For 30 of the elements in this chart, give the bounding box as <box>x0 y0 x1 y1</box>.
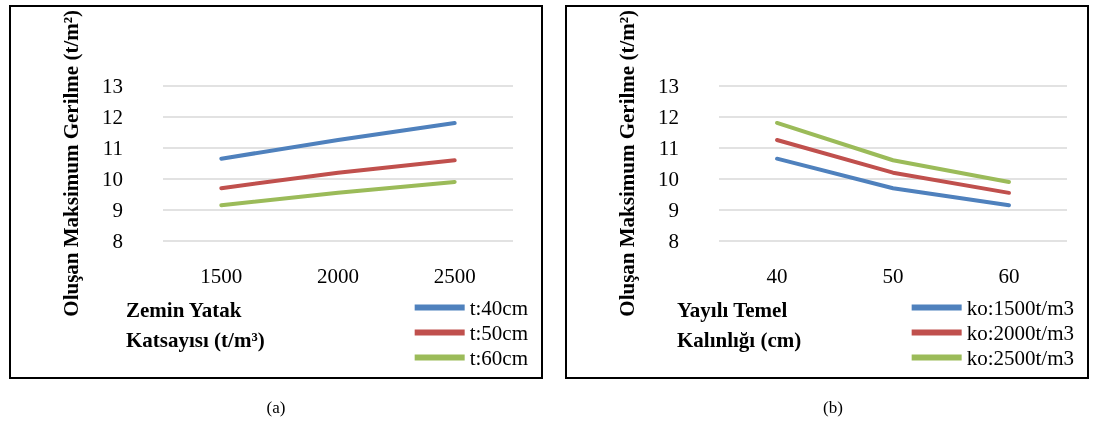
x-tick-label: 1500 <box>200 263 243 288</box>
y-tick-label: 9 <box>668 197 679 222</box>
x-tick-label: 40 <box>766 263 788 288</box>
legend-label: t:50cm <box>469 320 528 345</box>
y-axis-title: Oluşan Maksimum Gerilme (t/m²) <box>615 9 639 317</box>
legend-label: ko:1500t/m3 <box>966 295 1075 320</box>
y-tick-label: 8 <box>112 229 123 253</box>
y-axis-title: Oluşan Maksimum Gerilme (t/m²) <box>59 9 83 317</box>
y-tick-label: 10 <box>658 166 679 191</box>
x-tick-label: 2500 <box>433 263 476 288</box>
text: (a) <box>265 398 287 418</box>
y-tick-label: 12 <box>658 104 679 129</box>
x-axis-title: Yayılı Temel Kalınlığı (cm) <box>677 298 802 352</box>
y-tick-label: 8 <box>668 229 679 253</box>
legend-label: ko:2000t/m3 <box>966 320 1075 345</box>
x-tick-label: 50 <box>882 263 904 288</box>
legend-label: t:60cm <box>469 345 528 370</box>
x-tick-label: 60 <box>998 263 1020 288</box>
y-tick-label: 12 <box>102 104 123 129</box>
y-tick-label: 9 <box>112 197 123 222</box>
y-tick-label: 10 <box>102 166 123 191</box>
legend-label: t:40cm <box>469 295 528 320</box>
legend-label: ko:2500t/m3 <box>966 345 1075 370</box>
x-tick-label: 2000 <box>317 263 359 288</box>
y-tick-label: 11 <box>102 135 123 160</box>
y-tick-label: 13 <box>658 73 679 98</box>
y-tick-label: 13 <box>102 73 123 98</box>
x-axis-title: Zemin Yatak Katsayısı (t/m³) <box>126 298 265 352</box>
y-tick-label: 11 <box>658 135 679 160</box>
text: (b) <box>822 398 844 418</box>
